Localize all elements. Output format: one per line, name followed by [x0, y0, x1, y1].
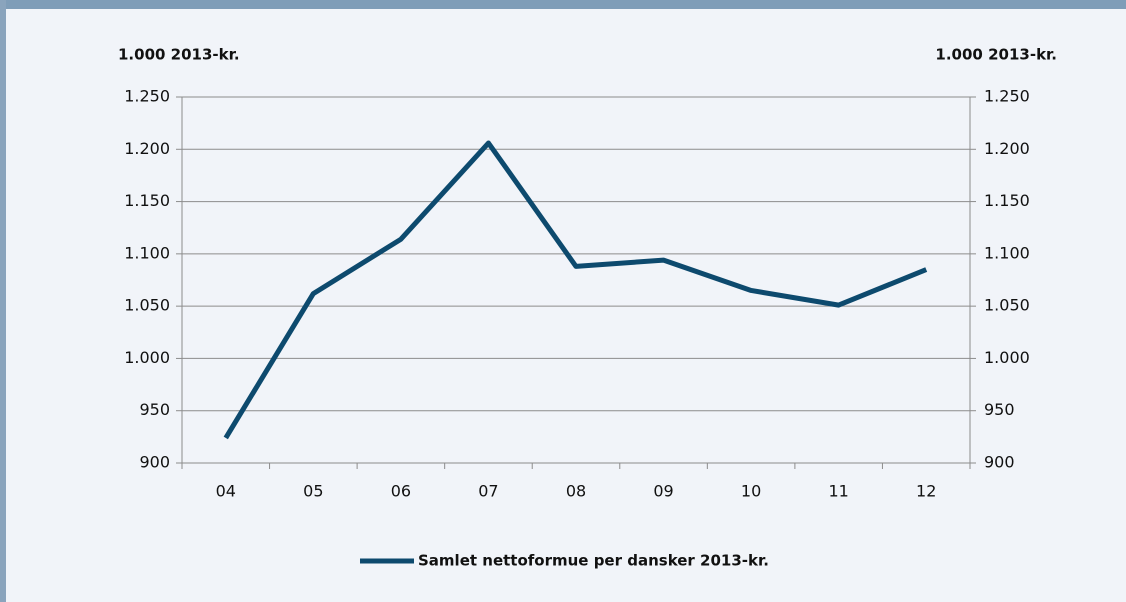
y2-tick-label: 1.150 — [984, 191, 1030, 210]
y2-tick-label: 1.200 — [984, 139, 1030, 158]
x-tick-label: 11 — [828, 482, 848, 501]
y-tick-label: 900 — [139, 453, 170, 472]
legend-label: Samlet nettoformue per dansker 2013-kr. — [418, 552, 769, 570]
y-tick-label: 1.100 — [124, 243, 170, 262]
y-axis-label: 1.000 2013-kr. — [118, 46, 240, 64]
x-tick-label: 06 — [391, 482, 411, 501]
line-series — [223, 140, 928, 440]
y2-tick-label: 1.250 — [984, 87, 1030, 106]
y2-axis-label: 1.000 2013-kr. — [935, 46, 1057, 64]
y-tick-label: 1.200 — [124, 139, 170, 158]
y2-tick-label: 1.100 — [984, 243, 1030, 262]
x-tick-label: 12 — [916, 482, 936, 501]
x-tick-label: 05 — [303, 482, 323, 501]
y-tick-label: 1.000 — [124, 348, 170, 367]
x-tick-label: 10 — [741, 482, 761, 501]
y2-tick-label: 900 — [984, 453, 1015, 472]
x-tick-label: 08 — [566, 482, 586, 501]
y2-tick-label: 1.000 — [984, 348, 1030, 367]
y-tick-label: 950 — [139, 400, 170, 419]
x-tick-label: 09 — [653, 482, 673, 501]
x-tick-label: 07 — [478, 482, 498, 501]
header-bar — [0, 0, 1126, 9]
y-tick-label: 1.150 — [124, 191, 170, 210]
x-tick-label: 04 — [216, 482, 236, 501]
left-border — [0, 0, 6, 602]
y2-tick-label: 950 — [984, 400, 1015, 419]
y-tick-label: 1.250 — [124, 87, 170, 106]
y-tick-label: 1.050 — [124, 296, 170, 315]
y2-tick-label: 1.050 — [984, 296, 1030, 315]
